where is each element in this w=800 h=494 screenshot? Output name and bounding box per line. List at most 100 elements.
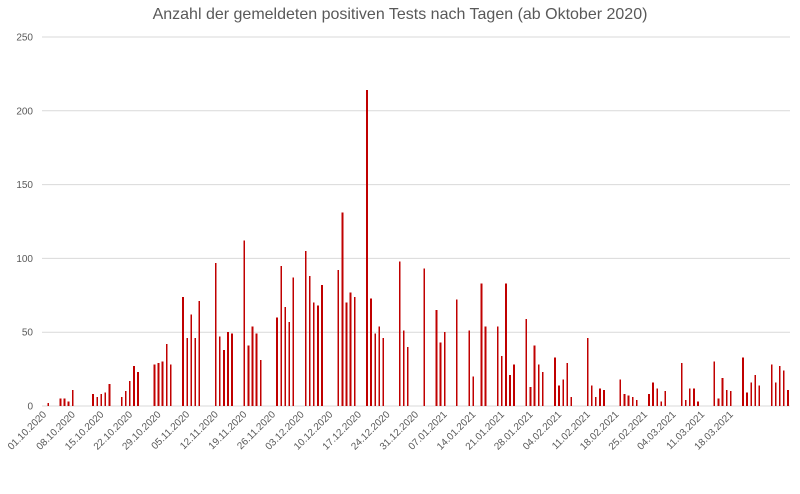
bar [468,330,470,406]
bar [566,363,569,406]
bar [406,346,409,406]
bar [684,400,687,406]
bar [594,397,597,406]
bar [223,349,225,406]
bar [182,296,184,406]
bar [92,394,94,406]
bar [603,389,605,406]
bar [509,375,511,406]
bar [533,345,536,406]
bar [169,364,172,406]
bar [541,372,544,406]
bar [63,398,66,406]
bar [218,336,221,406]
bar [660,401,663,406]
bar [435,310,438,406]
bar [590,385,593,406]
y-tick-label: 0 [27,402,33,413]
bar [656,388,659,406]
bar [562,379,565,406]
bar [505,283,507,406]
bar [402,330,405,406]
bar [697,401,699,406]
bar [227,332,229,406]
bar [276,317,278,406]
bar [341,212,344,406]
bar [231,333,233,406]
bar [153,364,156,406]
bar [496,326,499,406]
bar [382,338,385,406]
bar [129,380,131,406]
bar [59,398,62,406]
bar [652,382,654,406]
bar [280,265,282,406]
bar [321,284,323,406]
bar [750,382,753,406]
bar [194,338,197,406]
bar [787,389,789,406]
bar [558,385,560,406]
bar [255,333,258,406]
bar [214,262,217,406]
y-tick-label: 100 [16,254,33,265]
bar [570,397,573,406]
bar [251,326,254,406]
bar [100,394,103,406]
bar [308,276,311,406]
bar [439,342,442,406]
bar [635,400,638,406]
bar [484,326,487,406]
y-axis: 0 50 100 150 200 250 [16,33,33,413]
bar [443,332,446,406]
bar [599,388,601,406]
bar [47,403,49,406]
bar [120,397,123,406]
bar [619,379,622,406]
bar [423,268,426,406]
y-tick-label: 50 [22,328,34,339]
bar [374,333,376,406]
bar [104,392,107,406]
bar [472,376,475,406]
bar [648,394,650,406]
bar [770,364,773,406]
bar [398,261,401,406]
bar [554,357,556,406]
bar [664,391,667,406]
bar [157,363,160,406]
y-tick-label: 250 [16,33,33,44]
bar [758,385,761,406]
bar [96,397,99,406]
bar [137,372,139,406]
bar [366,90,368,406]
bar [746,392,748,406]
bar [774,382,777,406]
bar [317,305,319,406]
bar [133,366,135,406]
bar [288,321,291,406]
bar [537,364,540,406]
bar [729,391,732,406]
bar [456,299,458,406]
bar [124,391,127,406]
bar [778,366,781,406]
bar [721,377,724,406]
bar [198,301,201,406]
bar [292,277,295,406]
bar [337,270,340,406]
chart-title: Anzahl der gemeldeten positiven Tests na… [153,6,648,23]
bar [693,388,695,406]
bar [71,389,74,406]
bar [717,398,720,406]
bar [586,338,589,406]
bar [284,307,287,406]
bar [623,394,626,406]
bar [186,338,188,406]
bar [259,360,262,406]
bar [345,302,348,406]
bar [742,357,744,406]
bar [783,370,785,406]
